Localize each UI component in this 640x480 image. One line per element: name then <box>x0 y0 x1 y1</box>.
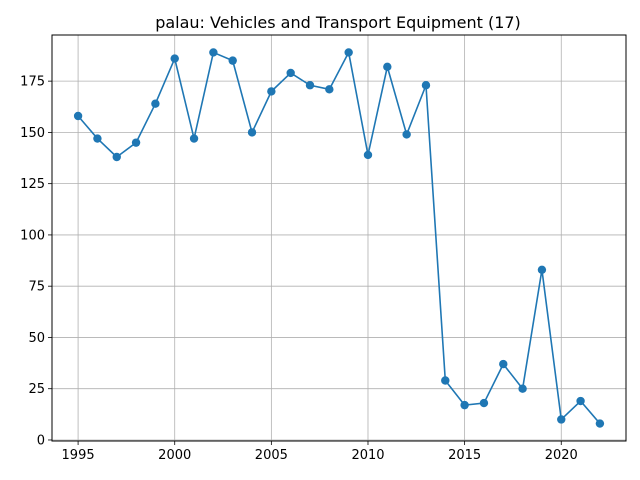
data-point <box>189 134 199 143</box>
x-tick-label: 2005 <box>255 448 288 463</box>
data-point <box>518 384 527 393</box>
y-tick-label: 100 <box>20 228 45 243</box>
data-point <box>112 152 121 162</box>
data-point <box>402 130 411 139</box>
chart-title: palau: Vehicles and Transport Equipment … <box>155 13 521 32</box>
data-point <box>363 150 373 160</box>
data-point <box>228 56 237 65</box>
y-tick-label: 50 <box>28 331 45 346</box>
data-point <box>576 396 585 406</box>
data-point <box>383 62 392 71</box>
data-point <box>537 265 547 274</box>
data-point <box>441 376 450 385</box>
data-point <box>557 415 566 424</box>
y-axis-ticks: 0 25 50 75 100 125 150 175 <box>20 75 52 448</box>
x-tick-label: 2010 <box>351 448 384 463</box>
data-point <box>479 398 489 408</box>
y-tick-label: 0 <box>37 433 45 448</box>
y-tick-label: 125 <box>20 177 45 192</box>
grid-lines <box>52 35 626 441</box>
series-layer <box>73 48 605 428</box>
x-tick-label: 2000 <box>158 448 191 463</box>
data-point <box>131 138 141 147</box>
data-point <box>421 81 431 90</box>
x-axis-ticks: 1995 2000 2005 2010 2015 2020 <box>62 441 578 463</box>
x-tick-label: 2020 <box>545 448 578 463</box>
data-point <box>209 48 218 57</box>
data-point <box>286 68 295 78</box>
data-point <box>344 48 353 57</box>
data-point <box>73 111 83 121</box>
data-point <box>170 54 179 63</box>
data-point <box>151 99 160 108</box>
data-point <box>93 134 102 143</box>
data-point <box>267 87 276 96</box>
data-point <box>460 400 469 410</box>
x-tick-label: 1995 <box>62 448 95 463</box>
y-tick-label: 75 <box>28 280 45 295</box>
data-point <box>499 359 508 369</box>
y-tick-label: 175 <box>20 75 45 90</box>
data-point <box>305 81 315 90</box>
plot-frame <box>51 34 627 442</box>
data-point <box>595 419 605 428</box>
data-point <box>247 128 257 137</box>
x-tick-label: 2015 <box>448 448 481 463</box>
y-tick-label: 25 <box>28 382 45 397</box>
series-line <box>77 51 601 425</box>
y-tick-label: 150 <box>20 126 45 141</box>
data-point <box>325 85 334 94</box>
